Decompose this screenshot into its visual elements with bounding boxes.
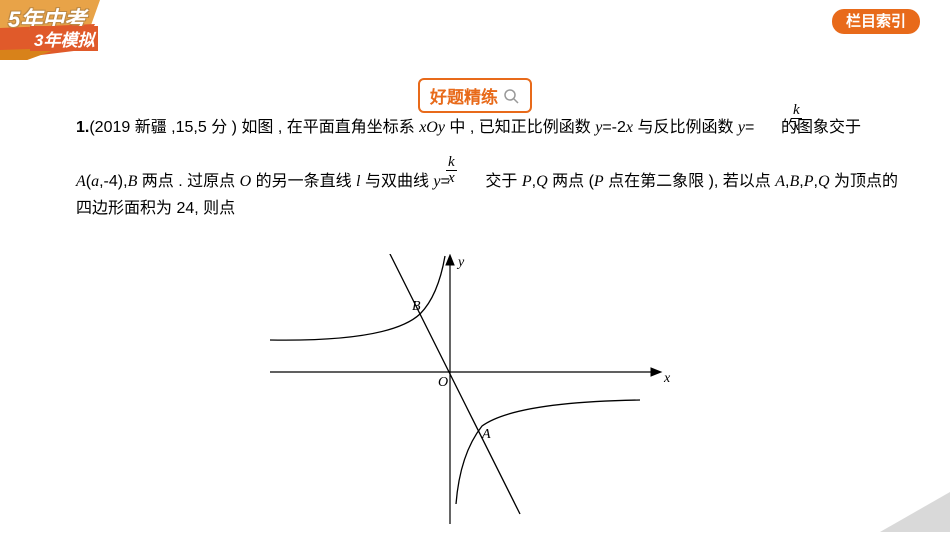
line-y-neg2x [385, 254, 520, 514]
label-A: A [481, 427, 491, 442]
section-title-box: 好题精练 [418, 78, 532, 113]
label-O: O [438, 375, 448, 390]
coordinate-chart: y x O B A [260, 254, 690, 534]
section-title: 好题精练 [430, 83, 498, 108]
logo-text-2: 3年模拟 [30, 26, 98, 51]
fraction-1: k x [791, 103, 802, 134]
problem-text: k x k x 1.(2019 新疆 ,15,5 分 ) 如图 , 在平面直角坐… [76, 115, 910, 222]
chart-svg: y x O B A [260, 254, 690, 534]
badge-label: 栏目索引 [832, 9, 920, 34]
fraction-2: k x [446, 155, 457, 186]
label-x: x [663, 371, 671, 386]
hyperbola-branch-4 [456, 400, 640, 504]
label-B: B [412, 299, 421, 314]
brand-logo: 5年中考 3年模拟 [0, 0, 110, 60]
section-index-badge[interactable]: 栏目索引 [832, 10, 920, 31]
label-y: y [456, 255, 465, 270]
line-2: A(a,-4),B 两点 . 过原点 O 的另一条直线 l 与双曲线 y= 交于… [76, 169, 910, 222]
spacer [76, 141, 910, 169]
corner-decoration [880, 492, 950, 532]
line-1: 1.(2019 新疆 ,15,5 分 ) 如图 , 在平面直角坐标系 xOy 中… [76, 115, 910, 141]
magnifier-icon [502, 87, 520, 105]
